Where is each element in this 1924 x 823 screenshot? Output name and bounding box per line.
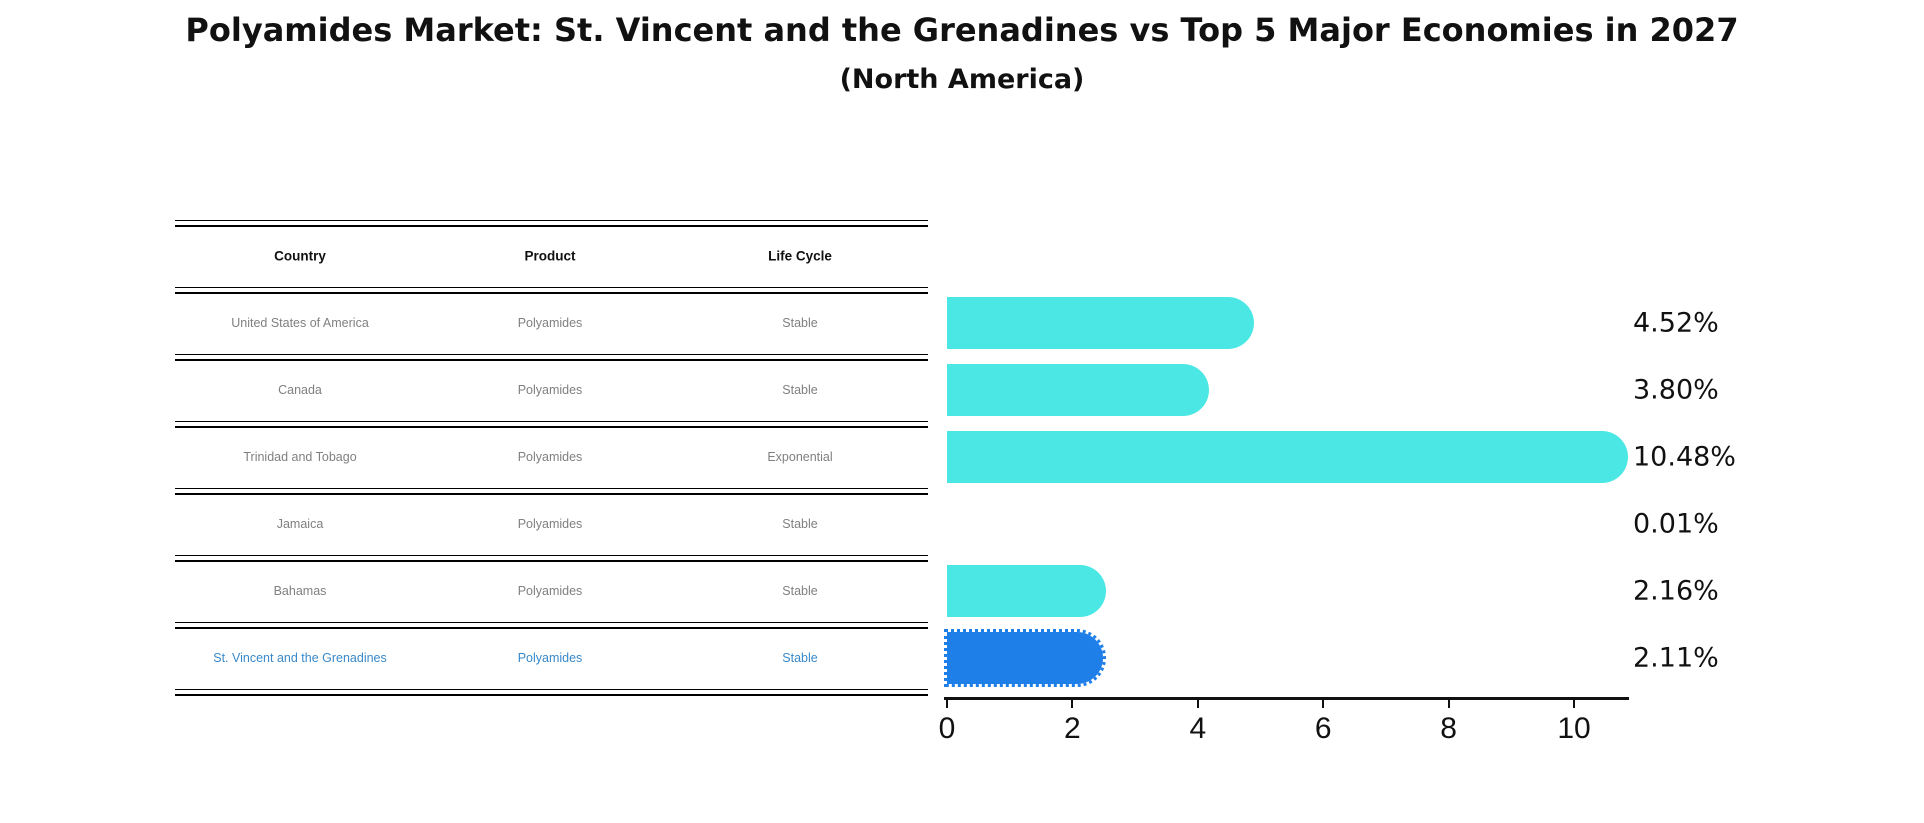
table-cell-product: Polyamides — [517, 315, 583, 330]
highlight-bar — [944, 628, 1107, 687]
table-header-cell: Product — [524, 248, 576, 263]
table-cell-country: Jamaica — [276, 516, 324, 531]
x-tick-label: 10 — [1557, 712, 1591, 745]
x-tick-label: 4 — [1189, 712, 1207, 745]
table-cell-life_cycle: Stable — [782, 315, 818, 330]
table-grid-line — [175, 622, 928, 629]
table-grid-line — [175, 220, 928, 227]
table-cell-country: Canada — [278, 382, 322, 397]
x-tick-label: 2 — [1064, 712, 1081, 745]
chart-subtitle: (North America) — [839, 64, 1085, 95]
x-tick-mark — [946, 699, 948, 708]
table-header-cell: Country — [274, 248, 326, 263]
table-grid-line — [175, 354, 928, 361]
table-cell-life_cycle: Stable — [782, 650, 818, 665]
value-label: 10.48% — [1633, 441, 1736, 472]
table-cell-life_cycle: Stable — [782, 382, 818, 397]
x-tick-mark — [1071, 699, 1074, 708]
x-tick-label: 0 — [938, 712, 956, 745]
table-grid-line — [175, 689, 928, 696]
table-grid-line — [175, 555, 928, 562]
value-label: 3.80% — [1633, 374, 1719, 405]
table-cell-life_cycle: Exponential — [767, 449, 833, 464]
x-tick-label: 8 — [1440, 712, 1457, 745]
table-grid-line — [175, 287, 928, 294]
table-cell-product: Polyamides — [517, 650, 583, 665]
table-cell-country: Trinidad and Tobago — [243, 449, 357, 464]
bar — [947, 564, 1107, 617]
table-cell-life_cycle: Stable — [782, 516, 818, 531]
x-axis — [944, 697, 1629, 700]
value-label: 2.16% — [1633, 575, 1719, 606]
x-tick-label: 6 — [1314, 712, 1332, 745]
table-cell-country: St. Vincent and the Grenadines — [213, 650, 387, 665]
x-tick-mark — [1447, 699, 1450, 708]
bar — [947, 363, 1210, 416]
table-cell-product: Polyamides — [517, 583, 583, 598]
table-grid-line — [175, 488, 928, 495]
bar — [947, 296, 1255, 349]
table-cell-product: Polyamides — [517, 382, 583, 397]
x-tick-mark — [1196, 699, 1199, 708]
value-label: 4.52% — [1633, 307, 1719, 338]
table-grid-line — [175, 421, 928, 428]
value-label: 0.01% — [1633, 508, 1719, 539]
value-label: 2.11% — [1633, 642, 1719, 673]
table-cell-country: Bahamas — [273, 583, 327, 598]
table-cell-product: Polyamides — [517, 449, 583, 464]
bar — [947, 430, 1629, 483]
table-cell-country: United States of America — [231, 315, 369, 330]
table-cell-life_cycle: Stable — [782, 583, 818, 598]
table-header-cell: Life Cycle — [768, 248, 832, 263]
table-cell-product: Polyamides — [517, 516, 583, 531]
x-tick-mark — [1573, 699, 1575, 708]
chart-title: Polyamides Market: St. Vincent and the G… — [185, 11, 1739, 49]
x-tick-mark — [1322, 699, 1325, 708]
